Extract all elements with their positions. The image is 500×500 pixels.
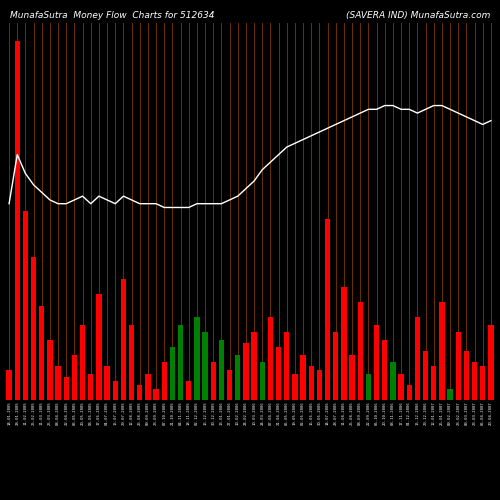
Bar xyxy=(80,324,85,400)
Bar xyxy=(406,385,412,400)
Bar xyxy=(112,381,118,400)
Bar xyxy=(219,340,224,400)
Bar xyxy=(14,42,20,400)
Bar xyxy=(415,317,420,400)
Bar xyxy=(162,362,167,400)
Bar xyxy=(390,362,396,400)
Bar xyxy=(23,211,28,400)
Bar xyxy=(292,374,298,400)
Bar xyxy=(88,374,94,400)
Bar xyxy=(64,378,69,400)
Bar xyxy=(121,279,126,400)
Bar xyxy=(464,351,469,400)
Bar xyxy=(333,332,338,400)
Bar xyxy=(317,370,322,400)
Bar xyxy=(268,317,273,400)
Bar xyxy=(300,354,306,400)
Bar xyxy=(398,374,404,400)
Bar xyxy=(104,366,110,400)
Bar xyxy=(178,324,183,400)
Bar xyxy=(227,370,232,400)
Bar xyxy=(448,388,452,400)
Bar xyxy=(350,354,354,400)
Bar xyxy=(276,347,281,400)
Bar xyxy=(374,324,379,400)
Bar xyxy=(194,317,200,400)
Bar xyxy=(472,362,477,400)
Bar xyxy=(456,332,461,400)
Bar xyxy=(170,347,175,400)
Bar xyxy=(325,219,330,400)
Bar xyxy=(146,374,150,400)
Bar xyxy=(154,388,158,400)
Bar xyxy=(284,332,290,400)
Bar xyxy=(129,324,134,400)
Bar xyxy=(244,344,248,400)
Bar xyxy=(186,381,192,400)
Bar xyxy=(202,332,207,400)
Bar xyxy=(358,302,363,400)
Bar xyxy=(31,256,36,400)
Bar xyxy=(72,354,77,400)
Bar xyxy=(366,374,371,400)
Bar xyxy=(48,340,52,400)
Bar xyxy=(480,366,486,400)
Bar xyxy=(6,370,12,400)
Bar xyxy=(260,362,265,400)
Bar xyxy=(431,366,436,400)
Bar xyxy=(235,354,240,400)
Bar xyxy=(252,332,256,400)
Bar xyxy=(210,362,216,400)
Bar xyxy=(488,324,494,400)
Bar xyxy=(342,286,346,400)
Text: (SAVERA IND) MunafaSutra.com: (SAVERA IND) MunafaSutra.com xyxy=(346,11,490,20)
Bar xyxy=(423,351,428,400)
Bar xyxy=(56,366,60,400)
Bar xyxy=(440,302,444,400)
Bar xyxy=(39,306,44,400)
Bar xyxy=(137,385,142,400)
Bar xyxy=(96,294,102,400)
Text: MunafaSutra  Money Flow  Charts for 512634: MunafaSutra Money Flow Charts for 512634 xyxy=(10,11,214,20)
Bar xyxy=(382,340,388,400)
Bar xyxy=(308,366,314,400)
